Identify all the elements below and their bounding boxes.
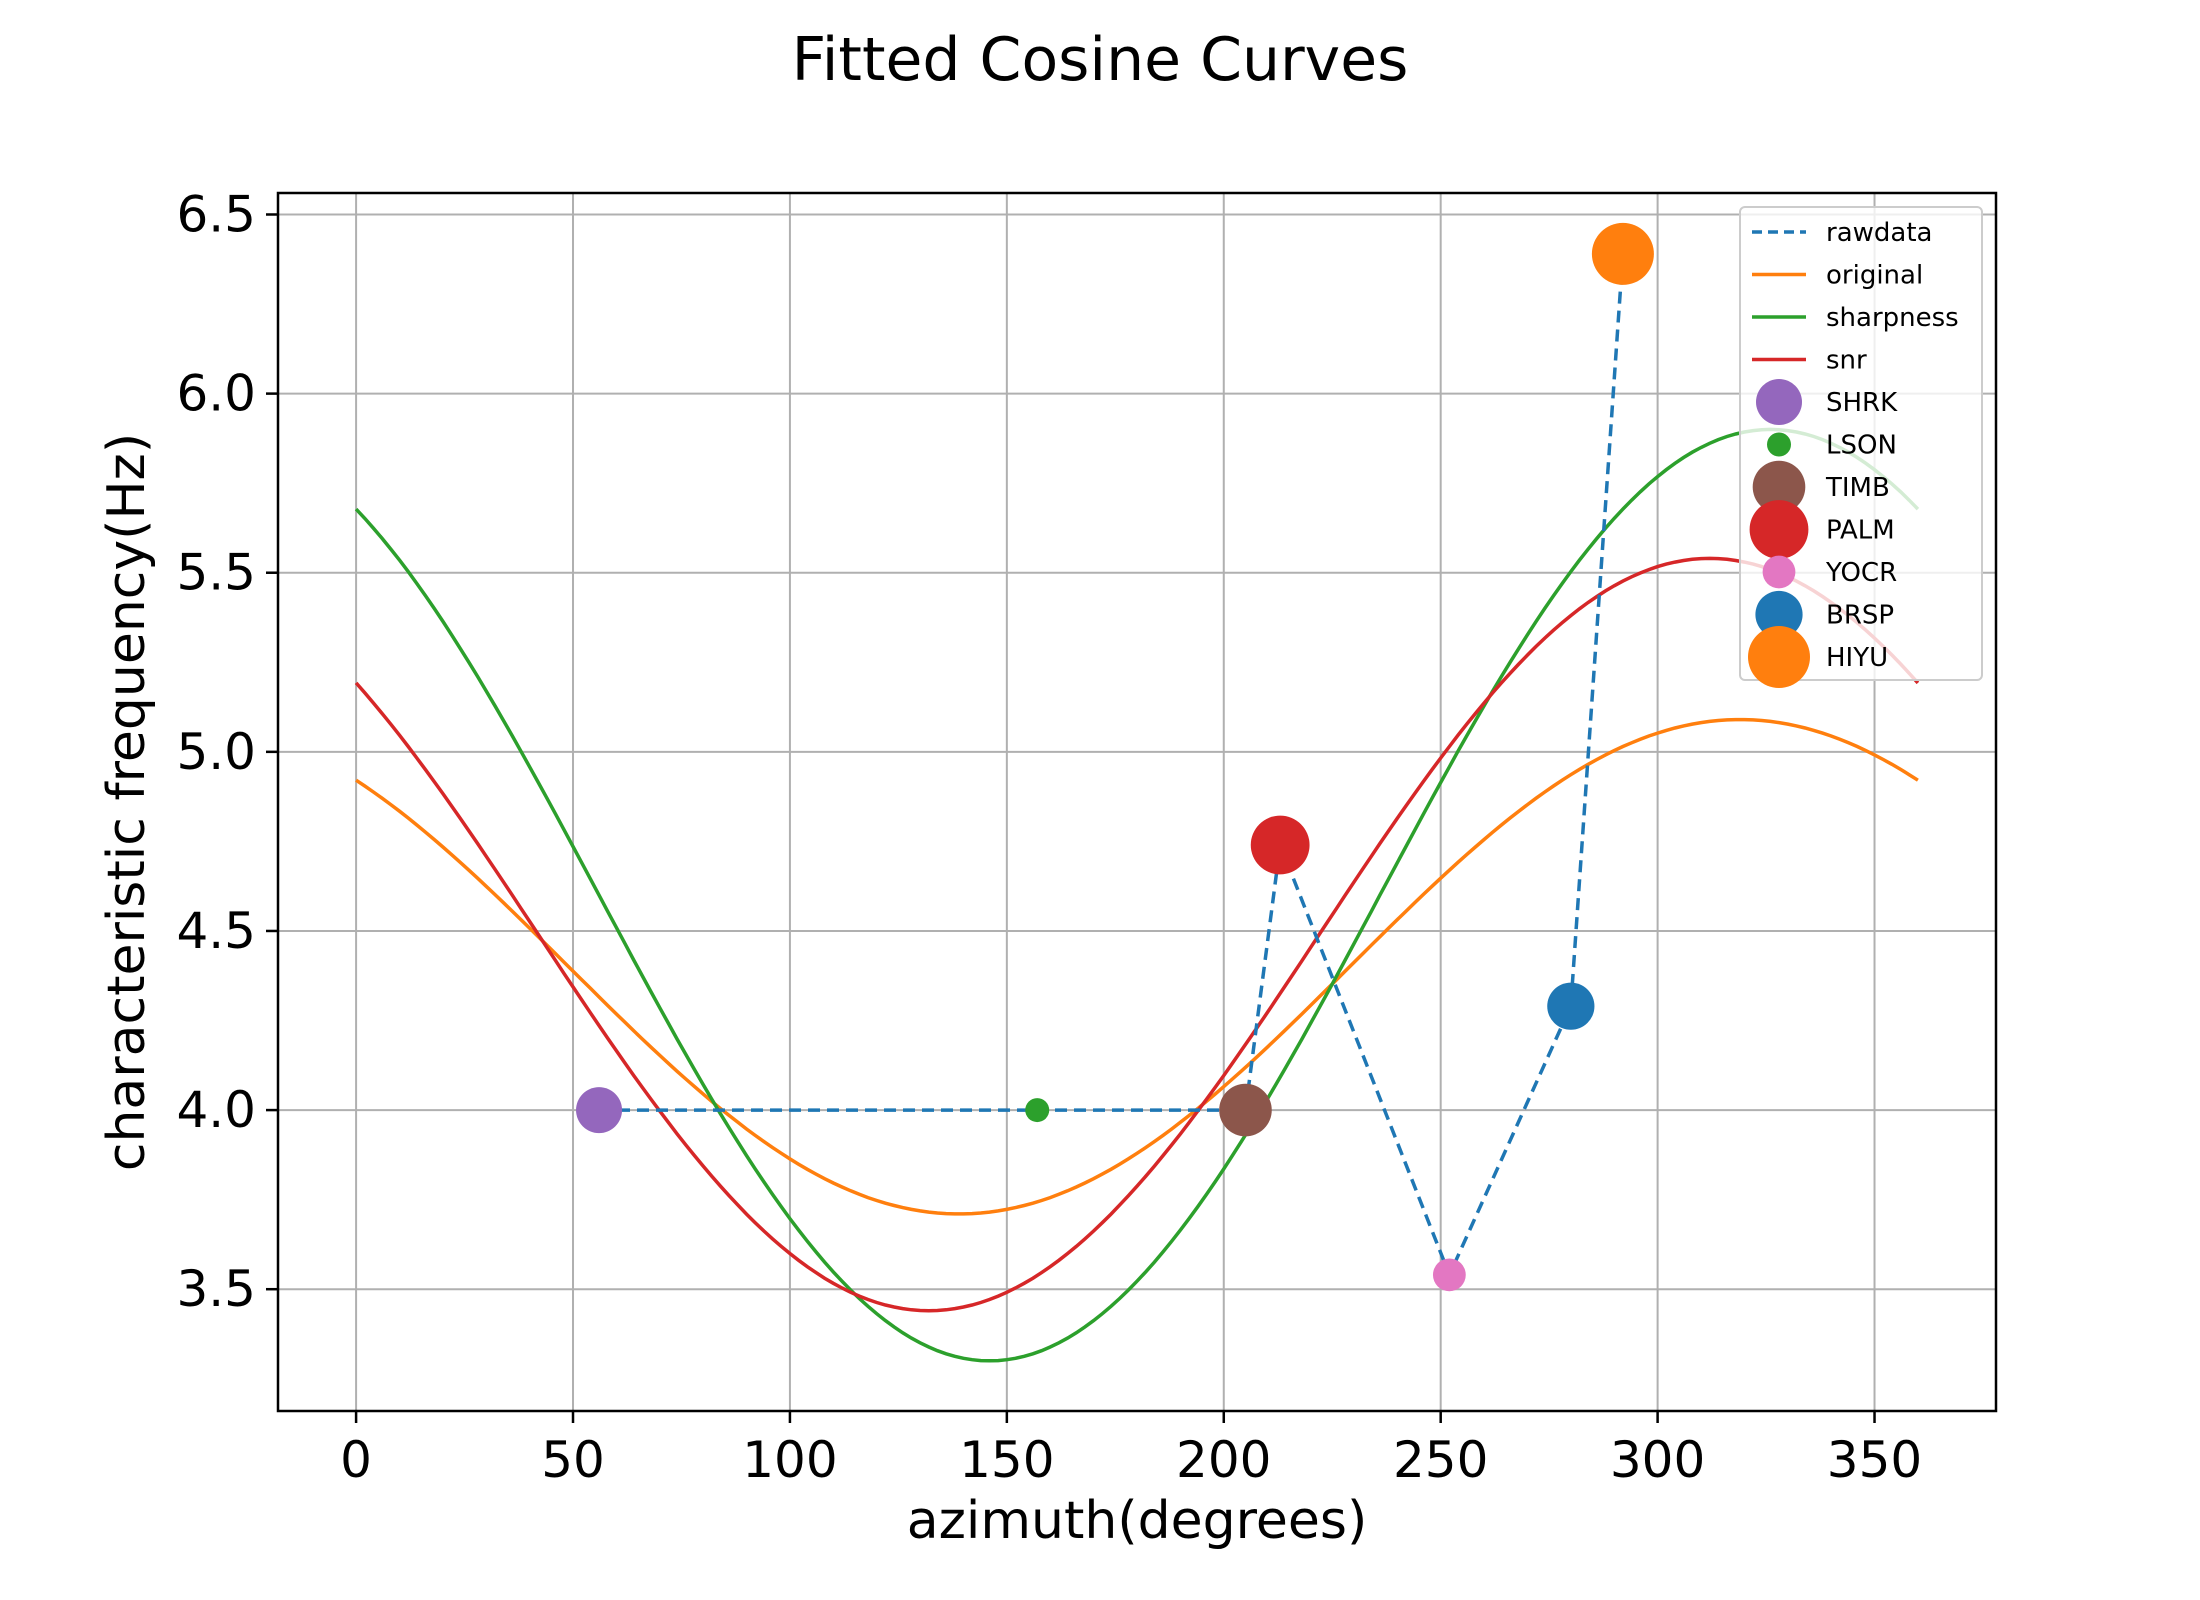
x-tick-label: 300 — [1610, 1431, 1705, 1489]
x-tick-label: 0 — [340, 1431, 372, 1489]
station-point-brsp — [1547, 982, 1595, 1030]
x-tick-label: 350 — [1827, 1431, 1922, 1489]
station-point-shrk — [576, 1087, 623, 1134]
y-tick-label: 6.5 — [176, 185, 256, 243]
curve-original — [355, 717, 1919, 1216]
station-point-hiyu — [1591, 222, 1654, 285]
legend-marker-timb — [1752, 460, 1806, 514]
grid — [278, 193, 1996, 1411]
x-tick-label: 150 — [959, 1431, 1054, 1489]
legend-label-rawdata: rawdata — [1826, 218, 1932, 248]
station-point-lson — [1025, 1098, 1050, 1123]
y-tick-label: 6.0 — [176, 365, 256, 423]
station-point-palm — [1250, 815, 1310, 875]
legend-marker-yocr — [1762, 555, 1796, 589]
legend-label-yocr: YOCR — [1825, 558, 1897, 588]
legend-label-sharpness: sharpness — [1826, 303, 1959, 333]
x-axis-label: azimuth(degrees) — [907, 1491, 1367, 1551]
chart-title: Fitted Cosine Curves — [792, 25, 1409, 95]
y-axis-label: characteristic frequency(Hz) — [97, 433, 157, 1171]
x-tick-label: 50 — [541, 1431, 605, 1489]
legend-label-original: original — [1826, 261, 1923, 291]
legend-marker-brsp — [1755, 590, 1803, 639]
legend-label-shrk: SHRK — [1826, 388, 1898, 418]
curve-sharpness — [354, 427, 1920, 1363]
y-tick-label: 5.0 — [176, 723, 256, 781]
legend-marker-hiyu — [1748, 626, 1810, 688]
x-axis: 0 50 100 150 200 250 300 350 — [340, 1411, 1922, 1489]
legend-marker-palm — [1749, 500, 1809, 559]
y-axis: 3.5 4.0 4.5 5.0 5.5 6.0 6.5 — [176, 185, 278, 1318]
x-tick-label: 100 — [742, 1431, 837, 1489]
rawdata-line — [599, 253, 1625, 1280]
legend-label-timb: TIMB — [1825, 473, 1890, 503]
legend-marker-shrk — [1756, 379, 1802, 425]
y-tick-label: 4.0 — [176, 1081, 256, 1139]
legend-label-palm: PALM — [1826, 516, 1895, 546]
y-tick-label: 5.5 — [176, 544, 256, 602]
legend-box — [1739, 206, 1983, 681]
x-tick-label: 200 — [1176, 1431, 1271, 1489]
legend-label-lson: LSON — [1826, 431, 1897, 461]
legend-label-brsp: BRSP — [1826, 601, 1894, 631]
y-tick-label: 3.5 — [176, 1260, 256, 1318]
station-point-yocr — [1432, 1258, 1466, 1292]
legend: rawdata original sharpness snr SHRK LSON TIMB P… — [1739, 206, 1983, 688]
axes-frame — [276, 191, 1998, 1413]
curve-snr — [354, 556, 1920, 1313]
legend-label-hiyu: HIYU — [1826, 643, 1888, 673]
plot-area — [354, 222, 1920, 1363]
legend-label-snr: snr — [1826, 346, 1867, 376]
y-tick-label: 4.5 — [176, 902, 256, 960]
x-tick-label: 250 — [1393, 1431, 1488, 1489]
station-point-timb — [1219, 1083, 1272, 1137]
legend-marker-lson — [1767, 432, 1791, 457]
